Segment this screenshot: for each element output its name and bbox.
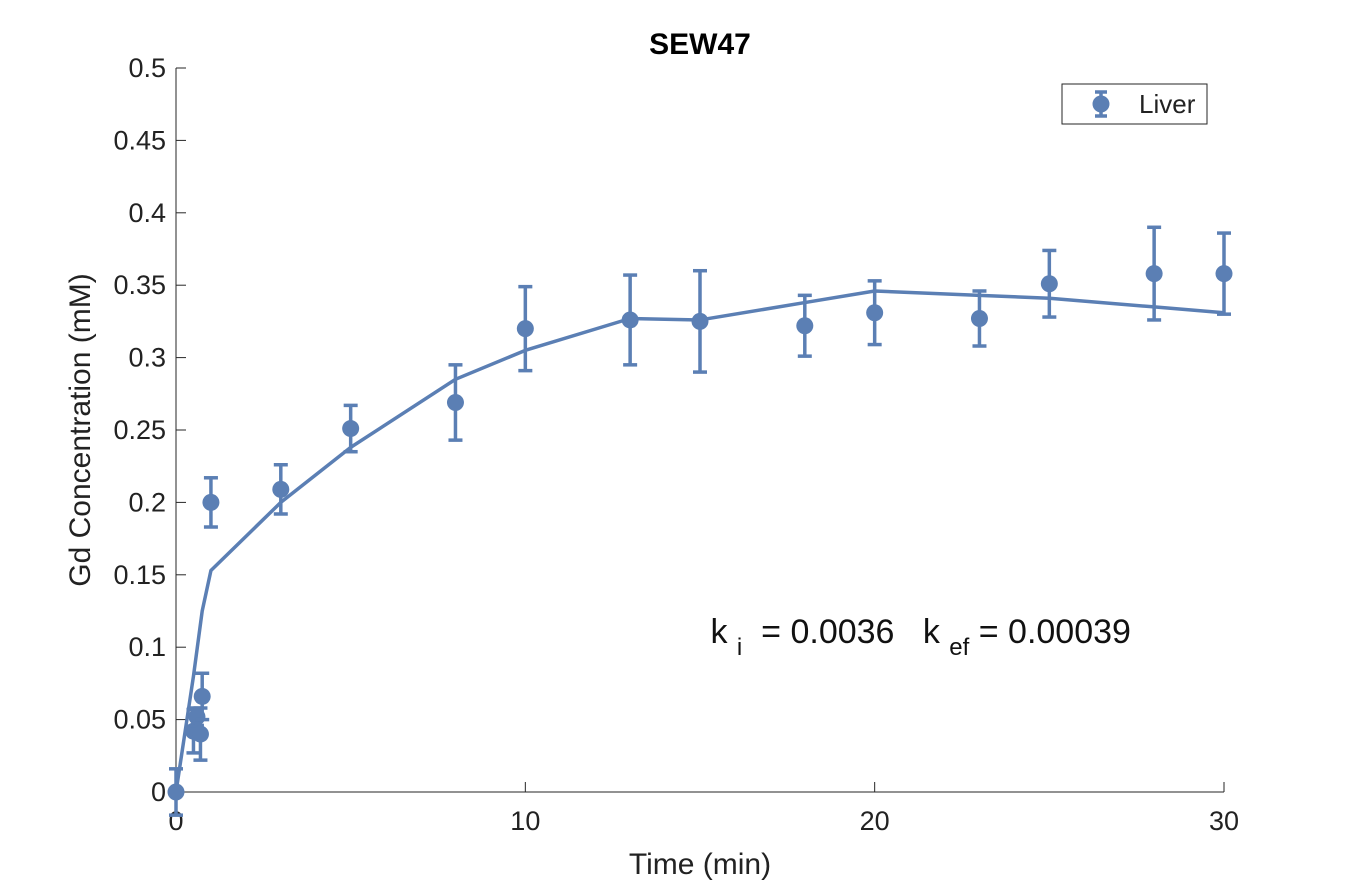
- x-axis-label: Time (min): [629, 848, 771, 881]
- data-point: [866, 279, 884, 347]
- marker: [167, 783, 185, 801]
- y-tick-label: 0.05: [113, 705, 166, 735]
- data-point: [621, 273, 639, 367]
- marker: [516, 320, 534, 338]
- annotation-k2-subscript: ef: [949, 634, 969, 661]
- y-tick-label: 0.35: [113, 270, 166, 300]
- y-tick-label: 0.25: [113, 415, 166, 445]
- marker: [1040, 275, 1058, 293]
- x-tick-label: 10: [510, 806, 540, 836]
- data-points-group: [167, 225, 1233, 817]
- data-point: [970, 289, 988, 348]
- marker: [1215, 265, 1233, 283]
- chart-title: SEW47: [649, 28, 751, 61]
- data-point: [202, 476, 220, 529]
- marker: [691, 312, 709, 330]
- marker: [202, 493, 220, 511]
- legend-marker: [1092, 90, 1110, 118]
- marker: [796, 317, 814, 335]
- data-point: [167, 767, 185, 817]
- annotation-k1-subscript: i: [737, 634, 742, 661]
- kinetic-annotation: k i = 0.0036 k ef = 0.00039: [710, 613, 1130, 663]
- y-tick-label: 0.1: [128, 632, 166, 662]
- marker: [621, 311, 639, 329]
- y-tick-label: 0.15: [113, 560, 166, 590]
- legend: Liver: [1061, 83, 1208, 125]
- data-point: [1145, 225, 1163, 322]
- data-point: [1040, 248, 1058, 319]
- data-point: [446, 363, 464, 442]
- annotation-k1: k: [710, 613, 728, 651]
- tick-group: 0 10 20 3000.050.10.150.20.250.30.350.40.45…: [113, 53, 1239, 836]
- data-point: [342, 403, 360, 454]
- x-tick-label: 30: [1209, 806, 1239, 836]
- y-tick-label: 0.4: [128, 198, 166, 228]
- legend-marker-dot: [1092, 95, 1110, 113]
- data-point: [691, 268, 709, 374]
- y-tick-label: 0.2: [128, 487, 166, 517]
- legend-box: [1061, 83, 1208, 125]
- marker: [1145, 265, 1163, 283]
- data-point: [272, 463, 290, 516]
- y-tick-label: 0: [151, 777, 166, 807]
- marker: [272, 480, 290, 498]
- marker: [342, 420, 360, 438]
- y-axis-label: Gd Concentration (mM): [64, 273, 97, 586]
- marker: [191, 725, 209, 743]
- data-point: [516, 284, 534, 373]
- y-tick-label: 0.45: [113, 125, 166, 155]
- x-tick-label: 20: [860, 806, 890, 836]
- axes: [175, 68, 1224, 793]
- y-tick-label: 0.3: [128, 343, 166, 373]
- data-point: [1215, 231, 1233, 316]
- y-tick-label: 0.5: [128, 53, 166, 83]
- annotation-k2: k: [923, 613, 941, 651]
- data-point: [193, 671, 211, 722]
- marker: [970, 310, 988, 328]
- annotation-k1-value: = 0.0036: [752, 613, 914, 651]
- marker: [193, 687, 211, 705]
- legend-entry-liver: Liver: [1139, 89, 1196, 119]
- marker: [446, 393, 464, 411]
- annotation-k2-value: = 0.00039: [979, 613, 1131, 651]
- marker: [866, 304, 884, 322]
- data-point: [796, 293, 814, 358]
